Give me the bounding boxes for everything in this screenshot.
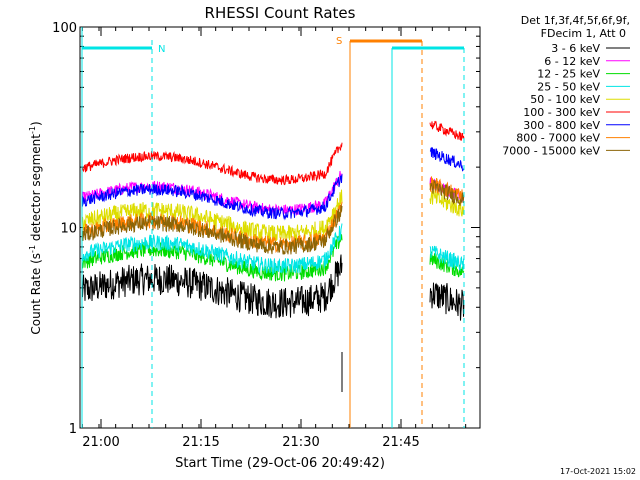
legend-entry-label: 800 - 7000 keV: [516, 132, 600, 145]
series-line-seg1: [81, 174, 343, 221]
series-line-seg2: [429, 179, 465, 206]
axes: 100 10 1 21:00 21:15 21:30 21:45: [52, 21, 480, 450]
x-tick-label: 21:00: [82, 435, 119, 450]
x-tick-label: 21:30: [282, 435, 319, 450]
series-line-seg1: [81, 142, 343, 186]
series-line-seg1: [81, 204, 343, 255]
x-tick-label: 21:15: [182, 435, 219, 450]
legend-header-line1: Det 1f,3f,4f,5f,6f,9f,: [521, 14, 630, 27]
data-series: [81, 120, 465, 321]
y-axis-label: Count Rate (s-1 detector segment-1): [28, 121, 43, 334]
legend-entry-label: 3 - 6 keV: [551, 42, 600, 55]
legend-header-line2: FDecim 1, Att 0: [541, 27, 626, 40]
series-line-seg1: [81, 254, 343, 319]
y-tick-label: 10: [60, 222, 77, 237]
series-line-seg1: [81, 223, 343, 276]
legend-entry-label: 50 - 100 keV: [530, 93, 600, 106]
x-tick-label: 21:45: [382, 435, 419, 450]
y-tick-label: 100: [52, 21, 77, 36]
series-line-seg2: [429, 282, 465, 321]
legend-entry-label: 25 - 50 keV: [537, 80, 600, 93]
series-line-seg2: [429, 146, 465, 172]
legend-entry-label: 6 - 12 keV: [544, 55, 600, 68]
series-line-seg2: [429, 120, 465, 141]
legend-entry-label: 7000 - 15000 keV: [502, 144, 600, 157]
x-axis-label: Start Time (29-Oct-06 20:49:42): [175, 456, 385, 471]
series-line-seg2: [429, 251, 465, 278]
time-markers: NS: [81, 27, 465, 428]
series-line-seg2: [429, 245, 465, 272]
chart-title: RHESSI Count Rates: [205, 4, 356, 22]
footer-timestamp: 17-Oct-2021 15:02: [560, 467, 636, 476]
legend-entry-label: 300 - 800 keV: [523, 119, 600, 132]
legend-entry-label: 12 - 25 keV: [537, 68, 600, 81]
legend-entry-label: 100 - 300 keV: [523, 106, 600, 119]
night-label: N: [158, 44, 165, 55]
series-line-seg1: [81, 189, 343, 243]
y-tick-label: 1: [69, 422, 77, 437]
saa-label: S: [336, 36, 342, 47]
